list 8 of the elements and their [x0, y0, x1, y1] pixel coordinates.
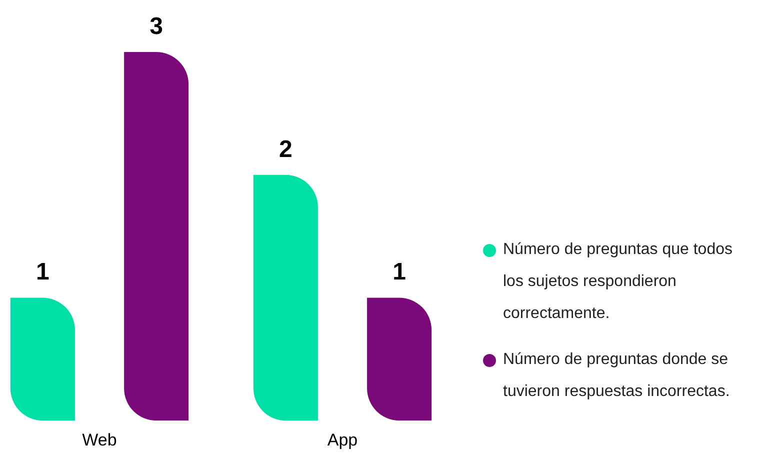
data-label: 1	[392, 258, 406, 286]
x-tick-label: App	[327, 430, 358, 450]
data-label: 2	[279, 136, 292, 163]
x-tick-label: Web	[82, 430, 117, 450]
data-label: 1	[36, 258, 50, 286]
data-label: 3	[150, 13, 163, 40]
legend-label: Número de preguntas donde se tuvieron respuestas incorrectas.	[503, 350, 731, 402]
legend-label: Número de preguntas que todos los sujetos respondieron correctamente.	[503, 240, 734, 324]
